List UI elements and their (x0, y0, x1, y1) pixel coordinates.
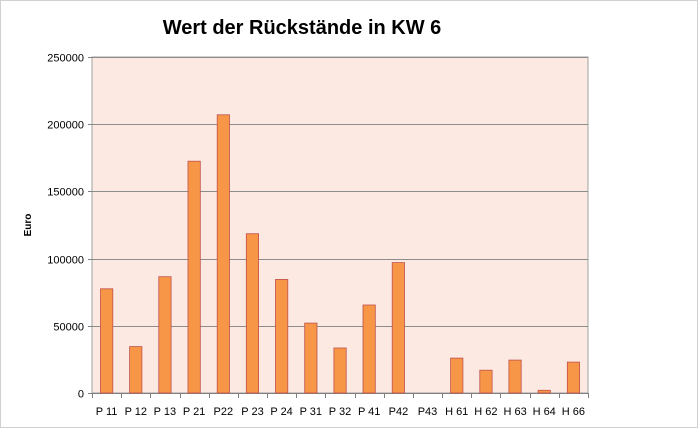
x-tick-label-p24: P 24 (270, 406, 292, 418)
x-tick-label-p32: P 32 (329, 406, 351, 418)
x-tick-label-p11: P 11 (96, 406, 118, 418)
x-tick-label-p31: P 31 (300, 406, 322, 418)
bar-h62 (479, 369, 493, 394)
y-tick-label-0: 0 (78, 389, 84, 401)
plot-area (91, 56, 589, 394)
x-tick-label-p21: P 21 (183, 406, 205, 418)
bar-p13 (158, 276, 172, 394)
x-tick-label-h66: H 66 (562, 406, 585, 418)
bar-p12 (129, 346, 143, 394)
bar-h63 (508, 359, 522, 394)
x-tick-label-h62: H 62 (474, 406, 497, 418)
y-tick-label-1: 50000 (53, 322, 84, 334)
x-tick-label-p23: P 23 (241, 406, 263, 418)
bar-h66 (566, 361, 580, 394)
bar-p22 (216, 114, 230, 394)
y-axis-ticks: 0 50000 100000 150000 200000 250000 (47, 53, 92, 401)
y-axis-label: Euro (23, 214, 34, 237)
bar-p11 (100, 288, 114, 394)
x-tick-label-h61: H 61 (445, 406, 468, 418)
x-tick-label-p13: P 13 (154, 406, 176, 418)
x-tick-label-p42: P42 (389, 406, 409, 418)
x-axis-ticks: P 11 P 12 P 13 P 21 P22 P 23 P 24 P 31 P 32 P 41 P… (92, 393, 589, 418)
bar-p21 (187, 160, 201, 394)
x-tick-label-p12: P 12 (125, 406, 147, 418)
bar-p31 (304, 322, 318, 394)
bars (100, 114, 580, 394)
chart-frame: Wert der Rückstände in KW 6 0 50000 100000… (0, 0, 698, 428)
bar-h61 (450, 357, 464, 394)
bar-p42 (391, 262, 405, 394)
y-tick-label-4: 200000 (47, 120, 84, 132)
y-tick-label-5: 250000 (47, 53, 84, 65)
y-tick-label-3: 150000 (47, 187, 84, 199)
bar-chart: Wert der Rückstände in KW 6 0 50000 100000… (23, 17, 589, 418)
gridlines (92, 57, 588, 394)
x-tick-label-h64: H 64 (533, 406, 556, 418)
bar-p24 (275, 278, 289, 394)
chart-title: Wert der Rückstände in KW 6 (163, 17, 442, 39)
x-tick-label-p41: P 41 (358, 406, 380, 418)
y-tick-label-2: 100000 (47, 255, 84, 267)
x-tick-label-p43: P43 (418, 406, 438, 418)
bar-p32 (333, 347, 347, 394)
bar-h64 (537, 389, 551, 394)
bar-p41 (362, 304, 376, 394)
x-tick-label-p22: P22 (214, 406, 234, 418)
bar-p23 (245, 233, 260, 394)
x-tick-label-h63: H 63 (503, 406, 526, 418)
